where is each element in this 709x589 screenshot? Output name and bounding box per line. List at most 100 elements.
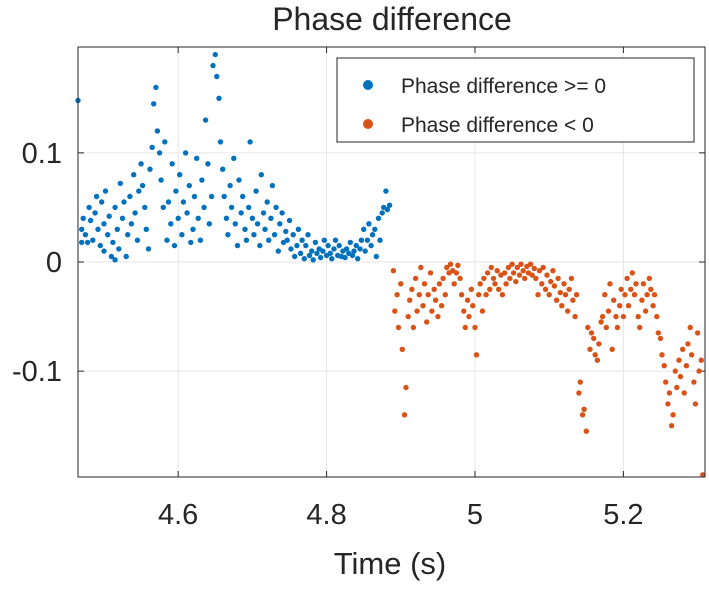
data-point	[327, 250, 333, 256]
data-point	[420, 303, 426, 309]
data-point	[125, 232, 131, 238]
data-point	[412, 275, 419, 282]
data-point	[694, 330, 701, 336]
data-point	[654, 313, 660, 320]
data-point	[596, 341, 602, 347]
axis-ticks	[78, 47, 705, 477]
data-point	[458, 292, 465, 298]
data-point	[238, 210, 244, 216]
data-point	[657, 335, 664, 342]
data-point	[581, 406, 587, 412]
data-point	[659, 352, 665, 358]
data-point	[451, 281, 457, 287]
data-point	[620, 313, 627, 320]
data-point	[266, 237, 272, 243]
data-point	[329, 256, 335, 262]
data-point	[514, 264, 520, 271]
data-point	[407, 297, 413, 303]
data-point	[429, 308, 435, 314]
x-tick-label: 4.8	[306, 499, 346, 531]
data-point	[587, 346, 593, 352]
data-point	[247, 139, 253, 145]
data-point	[438, 303, 445, 309]
data-point	[290, 232, 296, 238]
data-point	[271, 232, 278, 238]
scatter-points	[75, 51, 706, 478]
legend: Phase difference >= 0 Phase difference <…	[336, 57, 695, 143]
data-point	[97, 242, 104, 249]
data-point	[180, 199, 187, 205]
data-point	[599, 313, 606, 320]
data-point	[206, 221, 212, 227]
data-point	[149, 144, 155, 151]
data-point	[106, 213, 112, 219]
data-point	[132, 210, 138, 216]
data-point	[520, 268, 526, 274]
data-point	[177, 172, 183, 178]
data-point	[646, 275, 652, 282]
data-point	[314, 250, 320, 256]
data-point	[518, 261, 524, 267]
data-point	[677, 373, 684, 380]
data-point	[128, 221, 135, 227]
data-point	[242, 226, 248, 232]
data-point	[347, 239, 353, 246]
data-point	[101, 221, 107, 227]
data-point	[409, 286, 415, 292]
data-point	[617, 303, 623, 309]
data-point	[191, 193, 198, 200]
data-point	[488, 264, 494, 271]
data-point	[309, 248, 315, 254]
data-point	[95, 226, 101, 232]
data-point	[639, 297, 645, 303]
data-point	[457, 275, 463, 282]
data-point	[527, 261, 534, 267]
data-point	[447, 261, 454, 267]
data-point	[579, 412, 586, 418]
data-point	[483, 292, 489, 298]
data-point	[342, 254, 348, 261]
data-point	[343, 246, 350, 252]
legend-marker-negative	[363, 119, 373, 129]
data-point	[373, 253, 379, 260]
data-point	[392, 308, 398, 314]
data-point	[442, 292, 448, 298]
data-point	[325, 242, 331, 249]
data-point	[199, 177, 205, 183]
data-point	[182, 150, 189, 156]
data-point	[676, 357, 682, 363]
data-point	[628, 286, 634, 292]
data-point	[377, 237, 383, 243]
data-point	[386, 202, 393, 208]
data-point	[268, 215, 274, 221]
data-point	[414, 308, 420, 314]
data-point	[240, 193, 246, 200]
data-point	[194, 155, 200, 161]
data-point	[484, 270, 491, 276]
data-point	[585, 324, 591, 331]
data-point	[294, 242, 300, 249]
data-point	[650, 303, 656, 309]
data-point	[688, 352, 695, 358]
data-point	[136, 188, 142, 194]
data-point	[210, 62, 216, 69]
data-point	[666, 390, 673, 396]
data-point	[336, 242, 342, 249]
data-point	[507, 275, 513, 282]
data-point	[277, 221, 283, 227]
data-point	[208, 193, 215, 200]
data-point	[257, 242, 263, 249]
data-point	[349, 252, 356, 259]
data-point	[570, 297, 576, 303]
data-point	[490, 275, 497, 282]
chart-title: Phase difference	[272, 1, 512, 37]
data-point	[468, 286, 474, 292]
data-point	[544, 272, 550, 278]
data-point	[672, 368, 678, 374]
data-point	[202, 117, 209, 123]
data-point	[273, 204, 279, 211]
data-point	[425, 292, 431, 298]
data-point	[108, 253, 115, 260]
data-point	[510, 270, 517, 276]
legend-label-positive: Phase difference >= 0	[401, 75, 606, 98]
